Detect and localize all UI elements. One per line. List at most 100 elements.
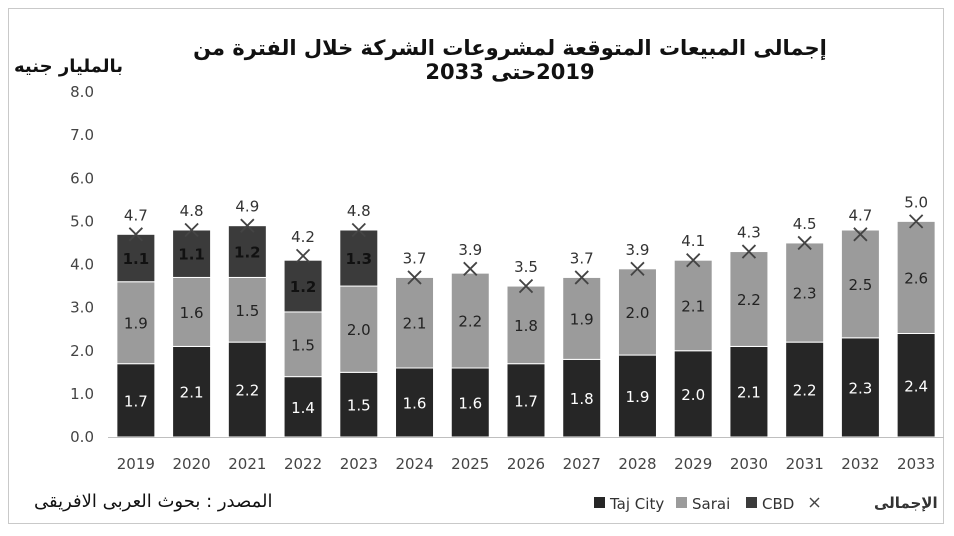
total-marker-stroke	[128, 227, 144, 242]
data-label: 2.2	[793, 382, 817, 400]
bar-segment-taj-city	[673, 350, 713, 438]
legend-label: CBD	[762, 495, 794, 513]
bar-segment-sarai	[116, 281, 156, 365]
total-marker-stroke	[908, 214, 924, 229]
x-tick-label: 2029	[674, 455, 712, 473]
total-label: 4.7	[124, 206, 148, 224]
total-marker-stroke	[351, 222, 366, 238]
total-label: 4.3	[737, 224, 761, 242]
bar-segment-taj-city	[785, 341, 825, 438]
x-tick-label: 2033	[897, 455, 935, 473]
data-label: 2.1	[403, 315, 427, 333]
x-tick-label: 2027	[563, 455, 601, 473]
bar-segment-taj-city	[339, 371, 379, 438]
y-tick-label: 3.0	[70, 299, 94, 317]
chart-frame	[8, 8, 944, 524]
chart-title: إجمالى المبيعات المتوقعة لمشروعات الشركة…	[193, 36, 827, 84]
total-marker-stroke	[184, 222, 199, 238]
bar-segment-sarai	[729, 251, 769, 347]
bar-segment-sarai	[227, 276, 267, 343]
y-tick-label: 5.0	[70, 212, 94, 230]
x-tick-label: 2021	[228, 455, 266, 473]
total-label: 3.5	[514, 258, 538, 276]
data-label: 2.2	[458, 313, 482, 331]
x-tick-label: 2022	[284, 455, 322, 473]
bar-segment-taj-city	[506, 363, 546, 438]
legend-swatch	[676, 497, 687, 508]
total-label: 3.7	[570, 249, 594, 267]
y-tick-label: 2.0	[70, 342, 94, 360]
y-tick-label: 1.0	[70, 385, 94, 403]
legend-label: Sarai	[692, 495, 730, 513]
y-tick-label: 8.0	[70, 83, 94, 101]
data-label: 1.9	[570, 310, 594, 328]
data-label: 1.5	[235, 302, 259, 320]
total-label: 3.7	[403, 249, 427, 267]
data-label: 1.5	[347, 397, 371, 415]
total-marker-stroke	[240, 218, 255, 233]
total-marker	[240, 218, 255, 233]
bar-segment-taj-city	[172, 345, 212, 438]
bar-segment-sarai	[172, 276, 212, 347]
x-tick-label: 2031	[786, 455, 824, 473]
data-label: 1.6	[403, 395, 427, 413]
total-marker	[853, 227, 868, 242]
total-marker-stroke	[797, 235, 812, 251]
x-tick-label: 2032	[841, 455, 879, 473]
total-label: 5.0	[904, 193, 928, 211]
total-label: 4.1	[681, 232, 705, 250]
total-label: 4.5	[793, 215, 817, 233]
bar-segment-sarai	[506, 285, 546, 365]
data-label: 2.3	[848, 379, 872, 397]
x-tick-label: 2023	[340, 455, 378, 473]
data-label: 1.6	[458, 395, 482, 413]
legend-label-total: الإجمالى	[874, 494, 938, 512]
data-label: 1.5	[291, 336, 315, 354]
total-marker	[518, 278, 534, 294]
bar-segment-sarai	[785, 242, 825, 343]
bar-segment-sarai	[840, 229, 880, 339]
total-marker	[128, 227, 144, 242]
x-tick-label: 2020	[173, 455, 211, 473]
data-label: 1.7	[124, 392, 148, 410]
bar-segment-taj-city	[840, 337, 880, 438]
data-label: 2.3	[793, 285, 817, 303]
x-tick-label: 2026	[507, 455, 545, 473]
data-label: 2.0	[626, 304, 650, 322]
total-marker	[184, 222, 199, 238]
bar-segment-taj-city	[450, 367, 490, 438]
bar-segment-cbd	[339, 229, 379, 287]
total-marker-stroke	[853, 227, 868, 242]
x-tick-label: 2030	[730, 455, 768, 473]
total-label: 4.2	[291, 228, 315, 246]
total-marker-stroke	[295, 248, 311, 264]
total-label: 4.8	[347, 202, 371, 220]
legend-label: Taj City	[609, 495, 664, 513]
data-label: 1.9	[626, 388, 650, 406]
y-tick-label: 0.0	[70, 428, 94, 446]
bar-segment-cbd	[283, 259, 323, 313]
total-label: 3.9	[626, 241, 650, 259]
bar-segment-taj-city	[896, 333, 936, 438]
bar-segment-taj-city	[116, 363, 156, 438]
bar-segment-sarai	[562, 276, 602, 360]
y-tick-label: 6.0	[70, 169, 94, 187]
data-label: 2.0	[681, 386, 705, 404]
total-marker-stroke	[686, 253, 701, 268]
total-marker-stroke	[463, 261, 478, 276]
total-marker-stroke	[518, 278, 534, 294]
data-label: 1.8	[570, 390, 594, 408]
bars-group: 1.7 1.9 1.1 4.7 2.1 1.6 1.1 4.8 2.2 1.5 1.2 4.9 1.4 1…	[116, 193, 936, 438]
total-label: 4.7	[848, 206, 872, 224]
total-label: 4.9	[235, 198, 259, 216]
bar-segment-sarai	[283, 311, 323, 378]
data-label: 1.8	[514, 317, 538, 335]
bar-segment-cbd	[116, 233, 156, 283]
data-label: 1.7	[514, 392, 538, 410]
x-tick-label: 2028	[618, 455, 656, 473]
data-label: 2.1	[180, 384, 204, 402]
bar-segment-taj-city	[283, 376, 323, 438]
total-marker	[574, 270, 589, 285]
total-marker	[295, 248, 311, 264]
